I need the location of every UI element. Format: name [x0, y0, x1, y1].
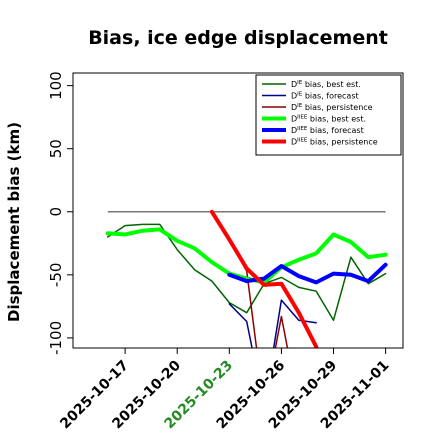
y-tick-label: 100: [47, 71, 65, 100]
series-line-1: [106, 223, 387, 321]
legend-label: DIIEE bias, persistence: [291, 138, 378, 147]
series-line-5: [227, 262, 388, 285]
plot-frame: [72, 72, 404, 349]
legend-label: DIE bias, persistence: [291, 103, 373, 112]
y-tick-label: -50: [47, 263, 65, 288]
series-line-4: [105, 227, 388, 285]
legend: DIE bias, best est. DIE bias, forecast DIE…: [255, 74, 402, 156]
legend-label: DIE bias, best est.: [291, 80, 361, 89]
legend-label: DIIEE bias, best est.: [291, 115, 366, 124]
y-tick-label: -100: [47, 321, 65, 355]
chart-title: Bias, ice edge displacement: [88, 27, 388, 49]
y-tick-label: 0: [47, 207, 65, 217]
y-tick-label: 50: [47, 139, 65, 158]
series-line-6: [209, 209, 319, 348]
y-axis-label: Displacement bias (km): [5, 122, 23, 322]
legend-label: DIE bias, forecast: [291, 92, 359, 101]
legend-label: DIIEE bias, forecast: [291, 126, 364, 135]
